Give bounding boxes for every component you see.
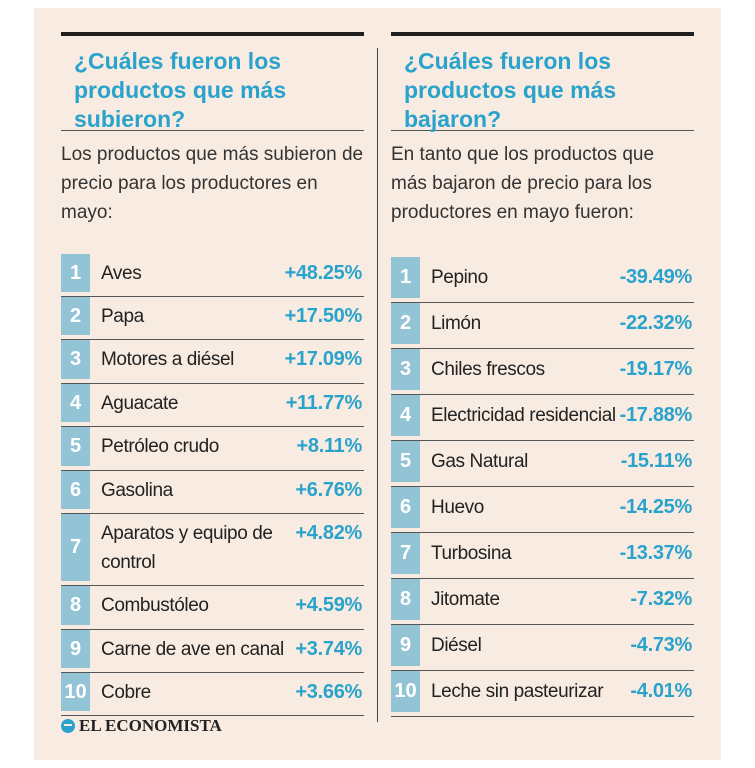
- rank-number: 1: [61, 254, 90, 292]
- table-row: 9 Carne de ave en canal +3.74%: [61, 630, 364, 673]
- product-name: Limón: [431, 313, 481, 334]
- falling-products-column: ¿Cuáles fueron los productos que más baj…: [391, 32, 694, 717]
- price-change-value: -39.49%: [619, 266, 693, 288]
- table-row: 10 Leche sin pasteurizar -4.01%: [391, 671, 694, 717]
- product-name: Carne de ave en canal: [101, 638, 284, 660]
- rank-number: 5: [61, 427, 90, 466]
- table-row: 9 Diésel -4.73%: [391, 625, 694, 671]
- product-name: Aparatos y equipo de control: [101, 522, 273, 573]
- price-change-value: -4.01%: [630, 680, 692, 702]
- product-name: Cobre: [101, 681, 151, 703]
- product-name: Huevo: [431, 497, 484, 518]
- table-row: 3 Motores a diésel +17.09%: [61, 340, 364, 384]
- rank-number: 10: [391, 671, 420, 712]
- product-name: Papa: [101, 305, 144, 327]
- product-name: Motores a diésel: [101, 349, 235, 370]
- table-row: 4 Electricidad residencial -17.88%: [391, 395, 694, 441]
- price-change-value: +3.66%: [295, 680, 362, 703]
- product-name: Aguacate: [101, 392, 179, 414]
- price-change-value: +6.76%: [295, 478, 362, 501]
- table-row: 10 Cobre +3.66%: [61, 673, 364, 716]
- rank-number: 2: [61, 297, 90, 335]
- price-change-value: +11.77%: [285, 391, 363, 414]
- top-rule: [391, 32, 694, 36]
- price-change-value: -4.73%: [630, 634, 692, 656]
- price-change-value: -17.88%: [619, 404, 693, 426]
- rank-number: 9: [391, 625, 420, 666]
- rank-number: 7: [391, 533, 420, 574]
- rank-number: 3: [61, 340, 90, 379]
- price-change-value: +3.74%: [295, 637, 362, 660]
- rank-number: 8: [391, 579, 420, 620]
- infographic-panel: ¿Cuáles fueron los productos que más sub…: [34, 8, 721, 760]
- rank-number: 1: [391, 257, 420, 298]
- table-row: 1 Aves +48.25%: [61, 254, 364, 297]
- falling-intro: En tanto que los productos que más bajar…: [391, 144, 655, 223]
- product-name: Gasolina: [101, 479, 173, 501]
- price-change-value: +4.82%: [295, 522, 362, 544]
- column-divider: [377, 48, 378, 722]
- rank-number: 7: [61, 514, 90, 581]
- price-change-value: -13.37%: [619, 542, 693, 564]
- rank-number: 10: [61, 673, 90, 711]
- rank-number: 3: [391, 349, 420, 390]
- table-row: 5 Gas Natural -15.11%: [391, 441, 694, 487]
- table-row: 2 Limón -22.32%: [391, 303, 694, 349]
- price-change-value: +4.59%: [295, 594, 362, 616]
- brand-logo: EL ECONOMISTA: [61, 716, 222, 736]
- rising-products-column: ¿Cuáles fueron los productos que más sub…: [61, 32, 364, 716]
- table-row: 8 Combustóleo +4.59%: [61, 586, 364, 630]
- table-row: 2 Papa +17.50%: [61, 297, 364, 340]
- top-rule: [61, 32, 364, 36]
- price-change-value: +48.25%: [284, 261, 363, 284]
- rank-number: 4: [61, 384, 90, 422]
- price-change-value: -7.32%: [630, 588, 692, 610]
- product-name: Gas Natural: [431, 451, 528, 472]
- rank-number: 5: [391, 441, 420, 482]
- price-change-value: -15.11%: [620, 450, 693, 472]
- product-name: Jitomate: [431, 589, 500, 610]
- table-row: 7 Aparatos y equipo de control +4.82%: [61, 514, 364, 586]
- table-row: 8 Jitomate -7.32%: [391, 579, 694, 625]
- product-name: Petróleo crudo: [101, 436, 219, 457]
- product-name: Chiles frescos: [431, 359, 545, 380]
- brand-name: EL ECONOMISTA: [79, 716, 222, 735]
- price-change-value: -22.32%: [619, 312, 693, 334]
- rank-number: 4: [391, 395, 420, 436]
- product-name: Aves: [101, 262, 142, 284]
- table-row: 6 Gasolina +6.76%: [61, 471, 364, 514]
- rank-number: 6: [391, 487, 420, 528]
- falling-heading: ¿Cuáles fueron los productos que más baj…: [391, 36, 694, 132]
- table-row: 6 Huevo -14.25%: [391, 487, 694, 533]
- table-row: 7 Turbosina -13.37%: [391, 533, 694, 579]
- rank-number: 9: [61, 630, 90, 668]
- rank-number: 6: [61, 471, 90, 509]
- table-row: 4 Aguacate +11.77%: [61, 384, 364, 427]
- table-row: 5 Petróleo crudo +8.11%: [61, 427, 364, 471]
- price-change-value: +17.09%: [284, 348, 363, 370]
- rank-number: 2: [391, 303, 420, 344]
- product-name: Combustóleo: [101, 595, 209, 616]
- price-change-value: -14.25%: [619, 496, 693, 518]
- price-change-value: +17.50%: [284, 304, 363, 327]
- rank-number: 8: [61, 586, 90, 625]
- product-name: Diésel: [431, 635, 482, 656]
- rising-intro: Los productos que más subieron de precio…: [61, 144, 364, 223]
- product-name: Turbosina: [431, 543, 512, 564]
- price-change-value: -19.17%: [619, 358, 693, 380]
- table-row: 1 Pepino -39.49%: [391, 257, 694, 303]
- price-change-value: +8.11%: [296, 435, 363, 457]
- product-name: Electricidad residencial: [431, 405, 616, 426]
- product-name: Leche sin pasteurizar: [431, 681, 604, 702]
- brand-icon: [61, 719, 75, 733]
- product-name: Pepino: [431, 267, 488, 288]
- rising-heading: ¿Cuáles fueron los productos que más sub…: [61, 36, 364, 132]
- table-row: 3 Chiles frescos -19.17%: [391, 349, 694, 395]
